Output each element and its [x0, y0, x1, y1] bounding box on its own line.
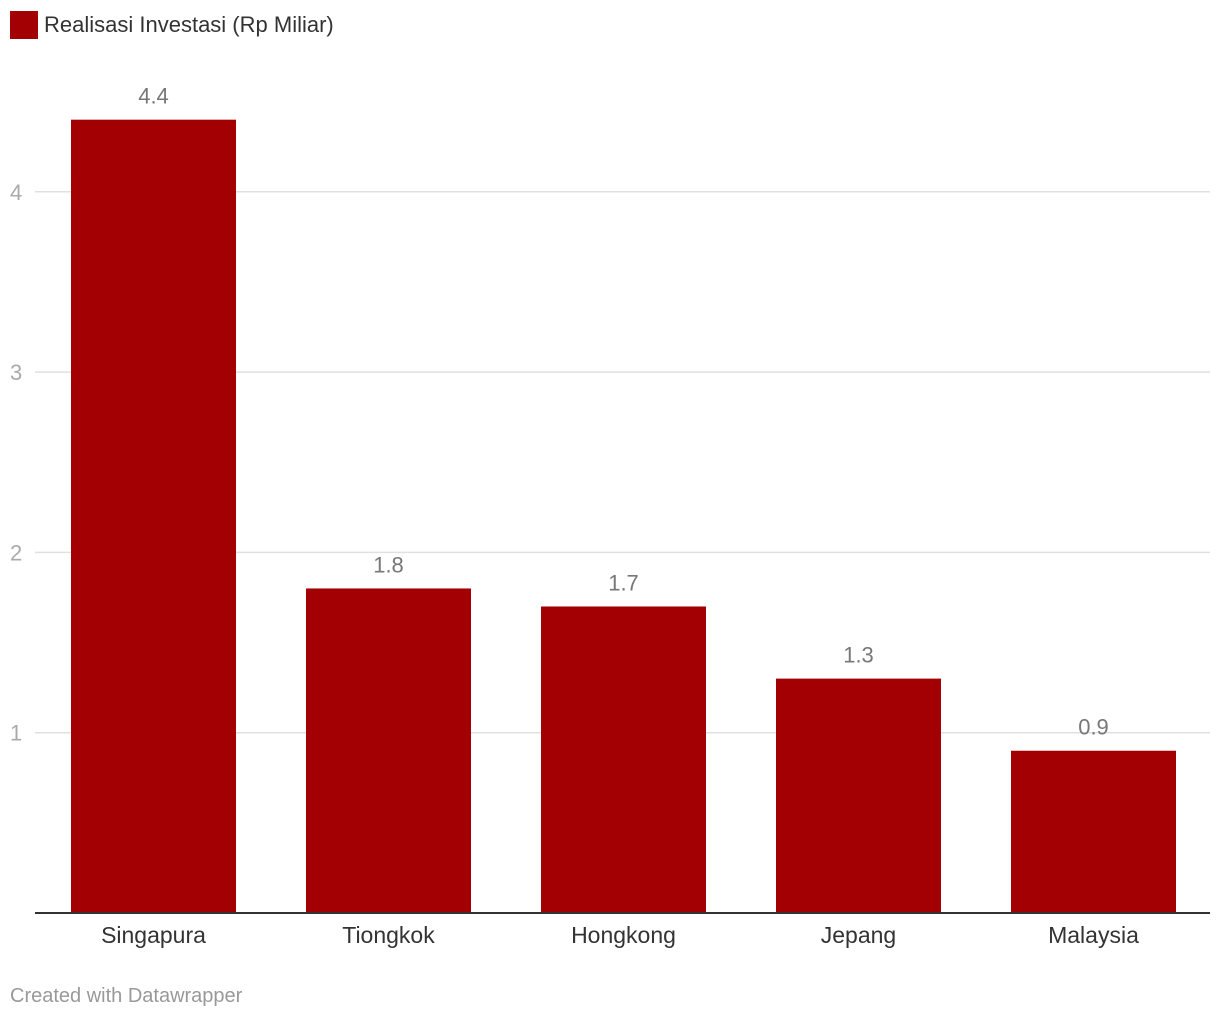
x-axis-categories: Singapura Tiongkok Hongkong Jepang Malaysia	[101, 922, 1139, 948]
bar	[71, 119, 236, 914]
x-category-label: Jepang	[821, 922, 896, 948]
credit-text: Created with Datawrapper	[10, 985, 243, 1007]
bar	[306, 588, 471, 913]
x-category-label: Singapura	[101, 922, 206, 948]
legend-swatch	[10, 11, 38, 39]
value-labels: 4.4 1.8 1.7 1.3 0.9	[138, 84, 1109, 740]
bars	[71, 119, 1176, 914]
bar-value-label: 0.9	[1078, 715, 1109, 740]
bar-value-label: 1.3	[843, 643, 874, 668]
bar	[1011, 750, 1176, 913]
bar-value-label: 4.4	[138, 84, 169, 109]
legend: Realisasi Investasi (Rp Miliar)	[10, 11, 334, 39]
x-category-label: Tiongkok	[342, 922, 435, 948]
x-category-label: Hongkong	[571, 922, 676, 948]
bar-value-label: 1.7	[608, 570, 639, 595]
x-category-label: Malaysia	[1048, 922, 1139, 948]
y-axis-ticks: 1 2 3 4	[10, 180, 22, 746]
bar	[776, 678, 941, 913]
bar	[541, 606, 706, 913]
y-tick-label: 2	[10, 540, 22, 565]
bar-value-label: 1.8	[373, 552, 404, 577]
y-tick-label: 4	[10, 180, 22, 205]
legend-label: Realisasi Investasi (Rp Miliar)	[44, 12, 334, 37]
y-tick-label: 3	[10, 360, 22, 385]
y-tick-label: 1	[10, 721, 22, 746]
